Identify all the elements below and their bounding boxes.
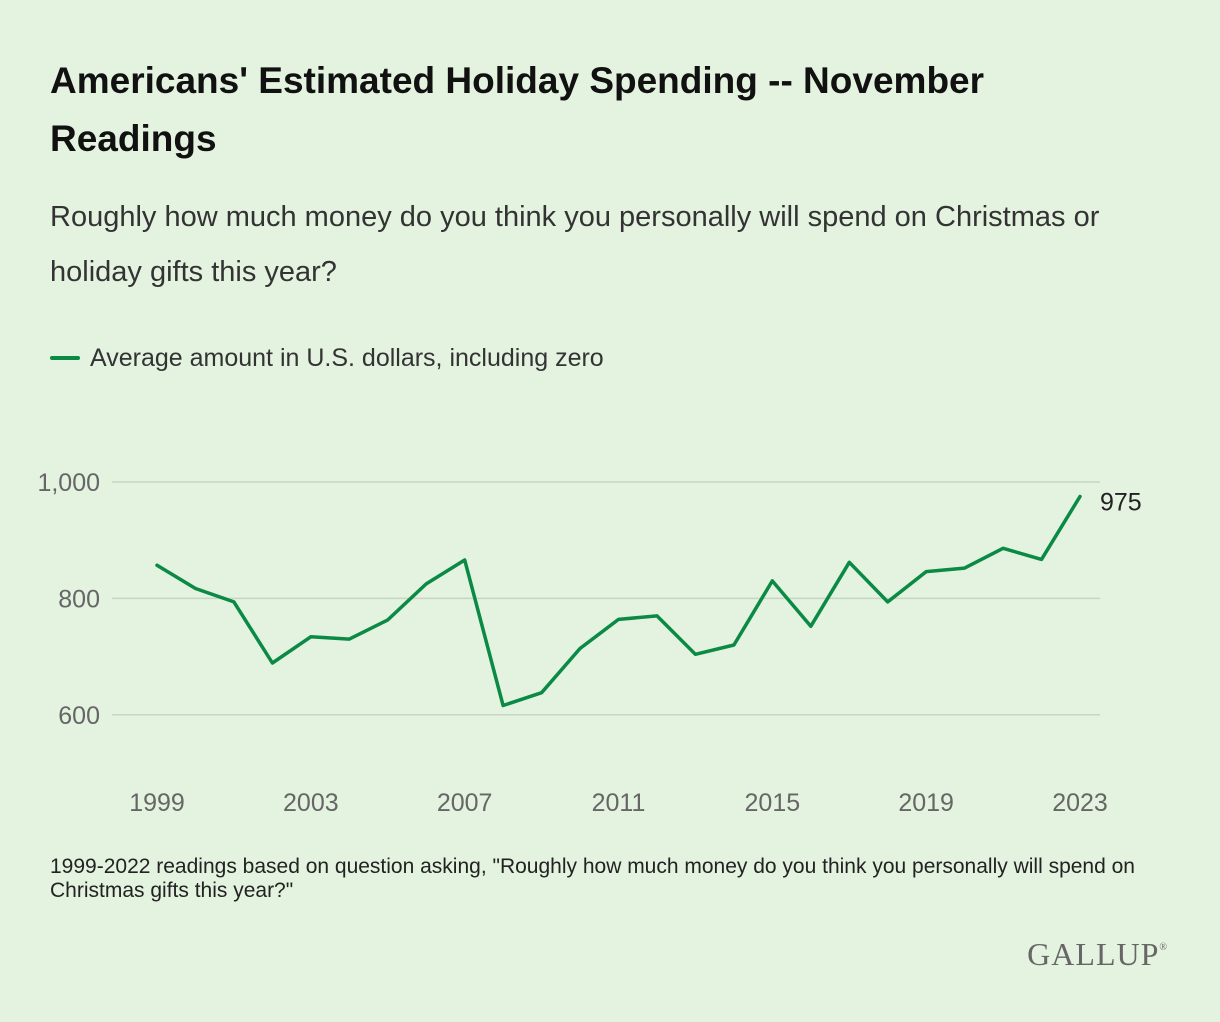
registered-mark: ® xyxy=(1159,942,1168,953)
chart-title: Americans' Estimated Holiday Spending --… xyxy=(50,60,985,159)
x-tick-label: 2019 xyxy=(898,789,954,817)
x-tick-label: 2023 xyxy=(1052,789,1108,817)
y-tick-label: 600 xyxy=(58,702,100,730)
chart-subtitle: Roughly how much money do you think you … xyxy=(50,201,1100,288)
legend-swatch xyxy=(50,356,80,360)
series-group xyxy=(155,494,1082,708)
y-axis-labels: 1,000 800 600 xyxy=(37,469,100,730)
legend: Average amount in U.S. dollars, includin… xyxy=(50,340,604,376)
footnote: 1999-2022 readings based on question ask… xyxy=(50,855,1135,902)
series-line xyxy=(155,494,1082,708)
gridlines xyxy=(112,481,1100,716)
x-tick-label: 2011 xyxy=(592,789,646,817)
x-axis-labels: 1999 2003 2007 2011 2015 2019 2023 xyxy=(129,789,1108,817)
x-tick-label: 2003 xyxy=(283,789,339,817)
end-value-label: 975 xyxy=(1100,489,1142,517)
x-tick-label: 2015 xyxy=(745,789,801,817)
x-tick-label: 2007 xyxy=(437,789,493,817)
data-labels: 975 xyxy=(1100,489,1142,517)
brand-name: GALLUP xyxy=(1027,936,1160,972)
gallup-logo: GALLUP® xyxy=(1027,936,1168,973)
line-chart: 1,000 800 600 1999 2003 2007 2011 2015 2019 2023… xyxy=(37,469,1142,817)
legend-label: Average amount in U.S. dollars, includin… xyxy=(90,343,604,372)
x-tick-label: 1999 xyxy=(129,789,185,817)
y-tick-label: 800 xyxy=(58,585,100,613)
y-tick-label: 1,000 xyxy=(37,469,100,497)
